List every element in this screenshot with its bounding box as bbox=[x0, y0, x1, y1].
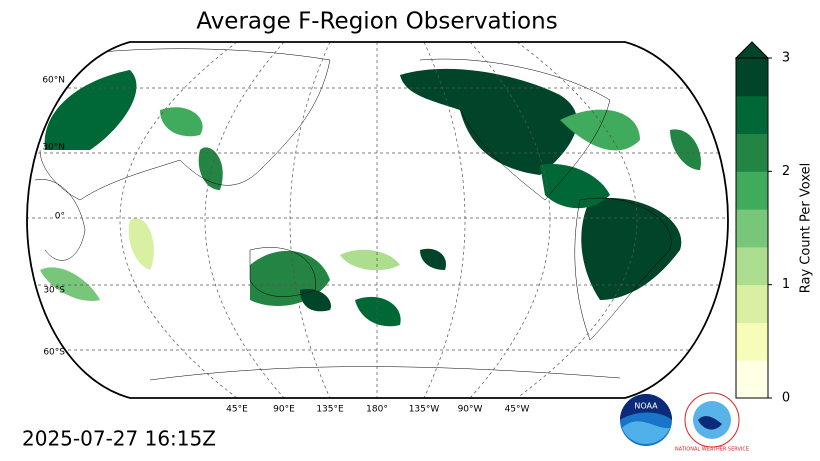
lat-label: 30°S bbox=[43, 286, 65, 296]
lat-label: 0° bbox=[55, 212, 65, 222]
colorbar-tick-label: 0 bbox=[782, 391, 790, 406]
colorbar-band bbox=[736, 322, 768, 361]
meridian bbox=[469, 42, 551, 398]
noaa-logo: NOAA bbox=[620, 394, 672, 446]
lon-label: 90°E bbox=[273, 405, 295, 415]
map-border bbox=[26, 41, 729, 399]
colorbar-tick-label: 2 bbox=[782, 164, 790, 179]
meridian bbox=[516, 42, 638, 398]
colorbar-band bbox=[736, 95, 768, 135]
timestamp: 2025-07-27 16:15Z bbox=[22, 427, 216, 451]
map-body bbox=[27, 42, 728, 398]
colorbar-band bbox=[736, 58, 768, 97]
colorbar-band bbox=[736, 284, 768, 323]
colorbar-label: Ray Count Per Voxel bbox=[799, 163, 814, 293]
lon-label: 180° bbox=[366, 405, 388, 415]
lat-label: 60°N bbox=[42, 76, 65, 86]
colorbar-band bbox=[736, 171, 768, 210]
map-title: Average F-Region Observations bbox=[196, 9, 557, 35]
logo-text: NOAA bbox=[634, 402, 658, 411]
lat-label: 60°S bbox=[43, 348, 65, 358]
colorbar-band bbox=[736, 133, 768, 172]
colorbar-band bbox=[736, 209, 768, 248]
lon-label: 45°W bbox=[505, 405, 530, 415]
lon-label: 45°E bbox=[226, 405, 248, 415]
lon-label: 135°E bbox=[316, 405, 344, 415]
colorbar-tick-label: 3 bbox=[782, 51, 790, 66]
meridian bbox=[289, 42, 331, 398]
lat-label: 30°N bbox=[42, 143, 65, 153]
lon-label: 135°W bbox=[409, 405, 440, 415]
graticule bbox=[27, 42, 728, 398]
lon-label: 90°W bbox=[458, 405, 483, 415]
colorbar-extend bbox=[734, 41, 770, 59]
meridian bbox=[204, 42, 285, 398]
colorbar-frame bbox=[735, 57, 769, 399]
logo-text: NATIONAL WEATHER SERVICE bbox=[675, 447, 749, 453]
colorbar-band bbox=[736, 246, 768, 286]
coastlines bbox=[34, 48, 672, 381]
colorbar-tick-label: 1 bbox=[782, 277, 790, 292]
meridian bbox=[119, 42, 238, 398]
coverage bbox=[40, 68, 701, 327]
nws-logo: NATIONAL WEATHER SERVICE bbox=[675, 392, 749, 453]
colorbar-band bbox=[736, 360, 768, 399]
